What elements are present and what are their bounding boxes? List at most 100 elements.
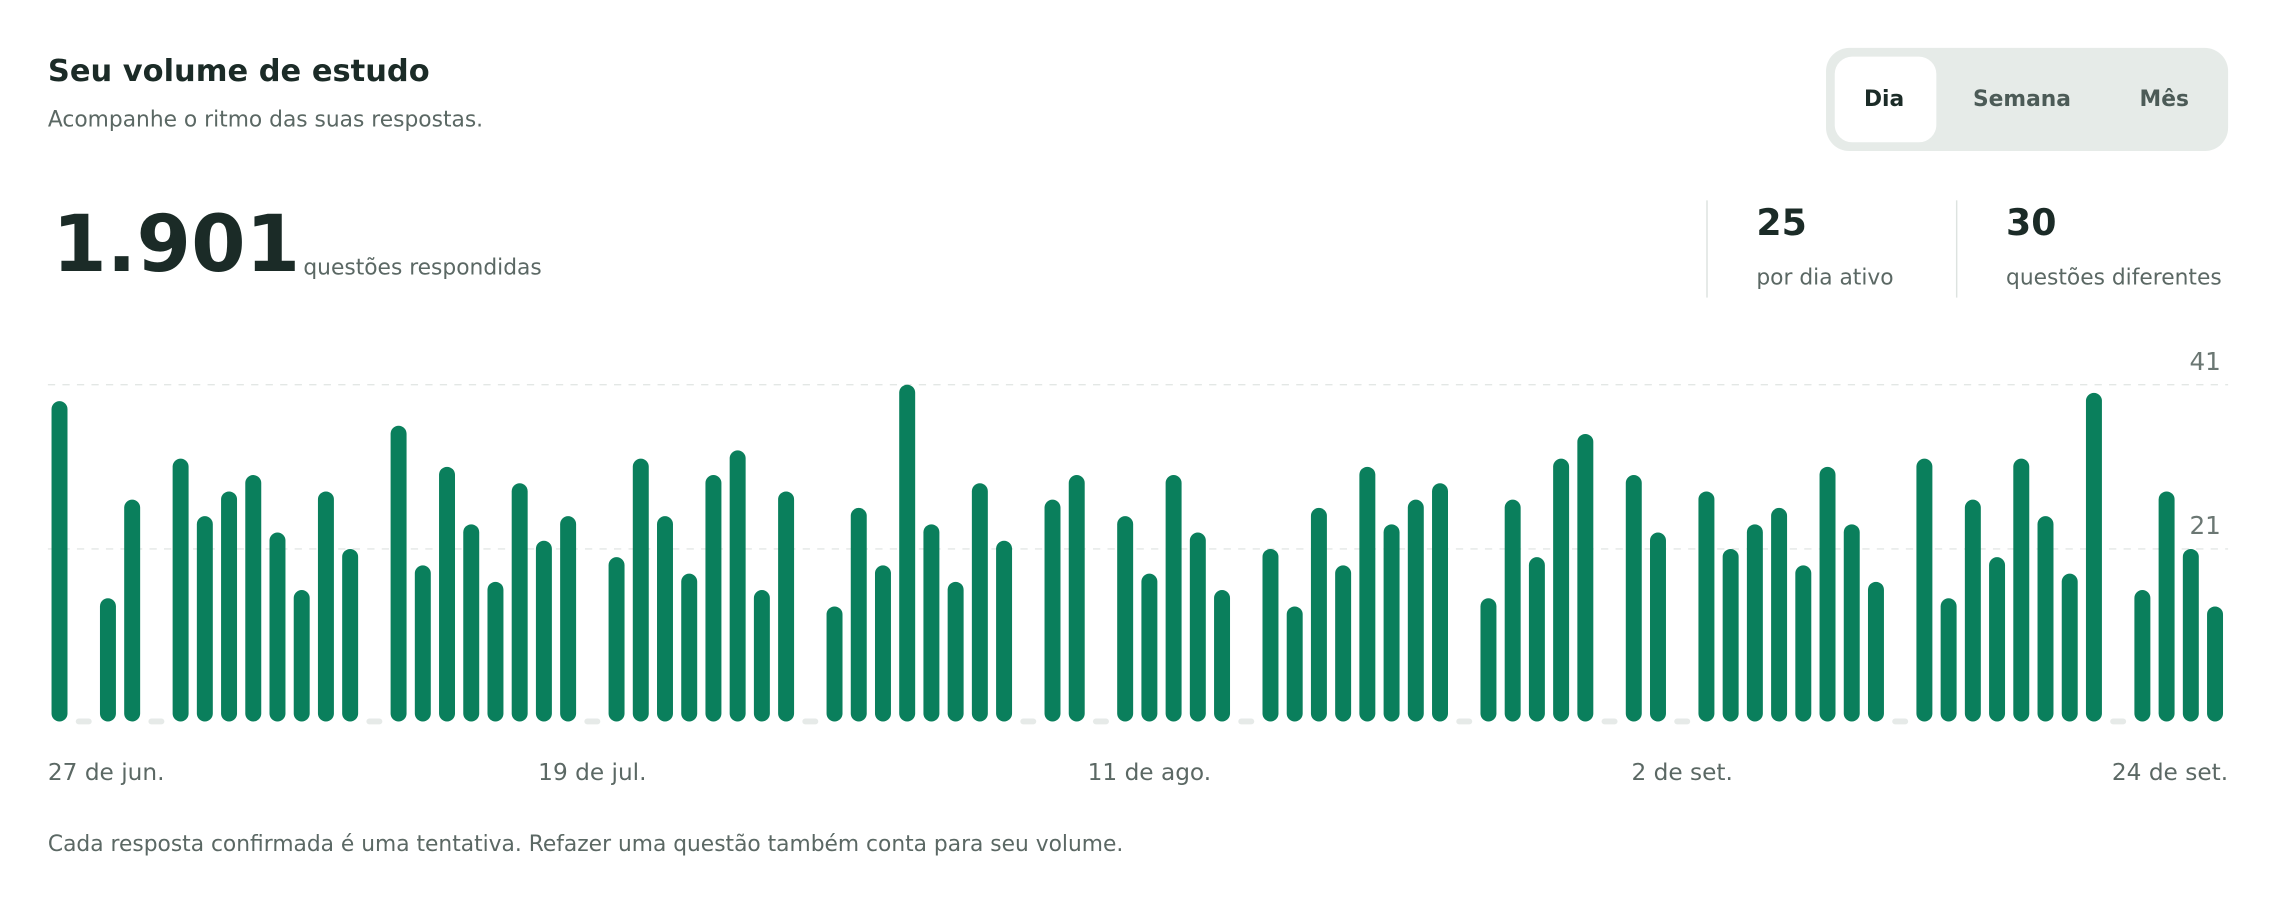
x-tick-label: 11 de ago. bbox=[1088, 759, 1211, 786]
bar bbox=[1214, 590, 1231, 722]
bar bbox=[317, 491, 334, 722]
tab[interactable]: Dia bbox=[1834, 56, 1937, 143]
x-tick-label: 24 de set. bbox=[2112, 759, 2228, 786]
bar-empty bbox=[802, 718, 819, 725]
bar bbox=[269, 532, 286, 722]
bar bbox=[1553, 458, 1570, 722]
bar bbox=[511, 483, 528, 722]
bar bbox=[850, 507, 867, 722]
bar bbox=[632, 458, 649, 722]
bar bbox=[2182, 548, 2199, 722]
bar bbox=[463, 524, 480, 722]
bar bbox=[1480, 598, 1497, 722]
tab-label[interactable]: Dia bbox=[1864, 87, 1904, 112]
bar bbox=[390, 425, 407, 722]
bar bbox=[196, 516, 213, 722]
footnote: Cada resposta confirmada é uma tentativa… bbox=[48, 832, 1123, 857]
bar bbox=[947, 581, 964, 722]
stat-label: questões diferentes bbox=[2006, 266, 2222, 291]
bar bbox=[874, 565, 891, 722]
bar bbox=[342, 548, 359, 722]
bar bbox=[172, 458, 189, 722]
bar bbox=[1286, 606, 1303, 722]
bar bbox=[657, 516, 673, 722]
bar bbox=[1843, 524, 1860, 722]
bar bbox=[1165, 475, 1182, 722]
total-label: questões respondidas bbox=[303, 256, 541, 281]
bar-empty bbox=[366, 718, 383, 725]
chart: 21 41 27 de jun. 19 de jul. 11 de ago. 2 de s… bbox=[48, 347, 2229, 786]
bar bbox=[996, 540, 1013, 722]
bar bbox=[923, 524, 940, 722]
bar bbox=[1383, 524, 1400, 722]
y-tick-label: 41 bbox=[2189, 347, 2220, 376]
y-tick-label: 21 bbox=[2189, 511, 2220, 540]
bar bbox=[124, 499, 141, 722]
bar bbox=[1335, 565, 1352, 722]
title: Seu volume de estudo bbox=[48, 54, 430, 89]
bar bbox=[1407, 499, 1424, 722]
bar bbox=[1940, 598, 1957, 722]
bar-empty bbox=[148, 718, 165, 725]
bar bbox=[414, 565, 431, 722]
tab-label[interactable]: Mês bbox=[2140, 87, 2189, 112]
x-tick-label: 2 de set. bbox=[1631, 759, 1732, 786]
stat-value: 30 bbox=[2006, 201, 2056, 244]
bar bbox=[1141, 573, 1158, 722]
bar bbox=[2134, 590, 2151, 722]
bar bbox=[560, 516, 577, 722]
tab[interactable]: Semana bbox=[1973, 87, 2071, 112]
bar bbox=[99, 598, 116, 722]
bar bbox=[1795, 565, 1812, 722]
bar-empty bbox=[1020, 718, 1037, 725]
bar bbox=[2158, 491, 2175, 722]
bar bbox=[1528, 557, 1545, 722]
bar-empty bbox=[1892, 718, 1909, 725]
bar bbox=[1359, 466, 1376, 722]
bar bbox=[221, 491, 238, 722]
bar bbox=[899, 384, 916, 722]
bar bbox=[1916, 458, 1933, 722]
bar bbox=[51, 401, 68, 722]
bar bbox=[2037, 516, 2054, 722]
stat-value: 25 bbox=[1756, 201, 1806, 244]
bar bbox=[1189, 532, 1206, 722]
bar bbox=[1432, 483, 1448, 722]
bar-empty bbox=[1092, 718, 1109, 725]
bar bbox=[1310, 507, 1327, 722]
bar bbox=[608, 557, 625, 722]
total-value: 1.901 bbox=[52, 199, 300, 290]
bar bbox=[1989, 557, 2006, 722]
stat-label: por dia ativo bbox=[1756, 266, 1893, 291]
tab-label[interactable]: Semana bbox=[1973, 87, 2071, 112]
bar bbox=[1577, 433, 1594, 722]
tab[interactable]: Mês bbox=[2140, 87, 2189, 112]
bar bbox=[1117, 516, 1134, 722]
bar bbox=[1068, 475, 1085, 722]
bar bbox=[2085, 392, 2102, 722]
bar bbox=[1771, 507, 1788, 722]
bar bbox=[1722, 548, 1739, 722]
bar bbox=[971, 483, 988, 722]
bar bbox=[681, 573, 698, 722]
x-tick-label: 27 de jun. bbox=[48, 759, 165, 786]
bar bbox=[826, 606, 843, 722]
bar bbox=[1504, 499, 1521, 722]
bar bbox=[439, 466, 456, 722]
bar bbox=[1650, 532, 1666, 722]
bar-empty bbox=[1601, 718, 1618, 725]
bar-empty bbox=[584, 718, 601, 725]
bar bbox=[753, 590, 770, 722]
bar-empty bbox=[75, 718, 92, 725]
bar bbox=[487, 581, 504, 722]
bar bbox=[2207, 606, 2224, 722]
bar bbox=[245, 475, 262, 722]
tab-selected-bg bbox=[1834, 56, 1937, 143]
bar-empty bbox=[2110, 718, 2127, 725]
bar-empty bbox=[1238, 718, 1255, 725]
bar bbox=[1746, 524, 1763, 722]
bar bbox=[729, 450, 746, 722]
subtitle: Acompanhe o ritmo das suas respostas. bbox=[48, 108, 483, 133]
bar bbox=[1698, 491, 1715, 722]
